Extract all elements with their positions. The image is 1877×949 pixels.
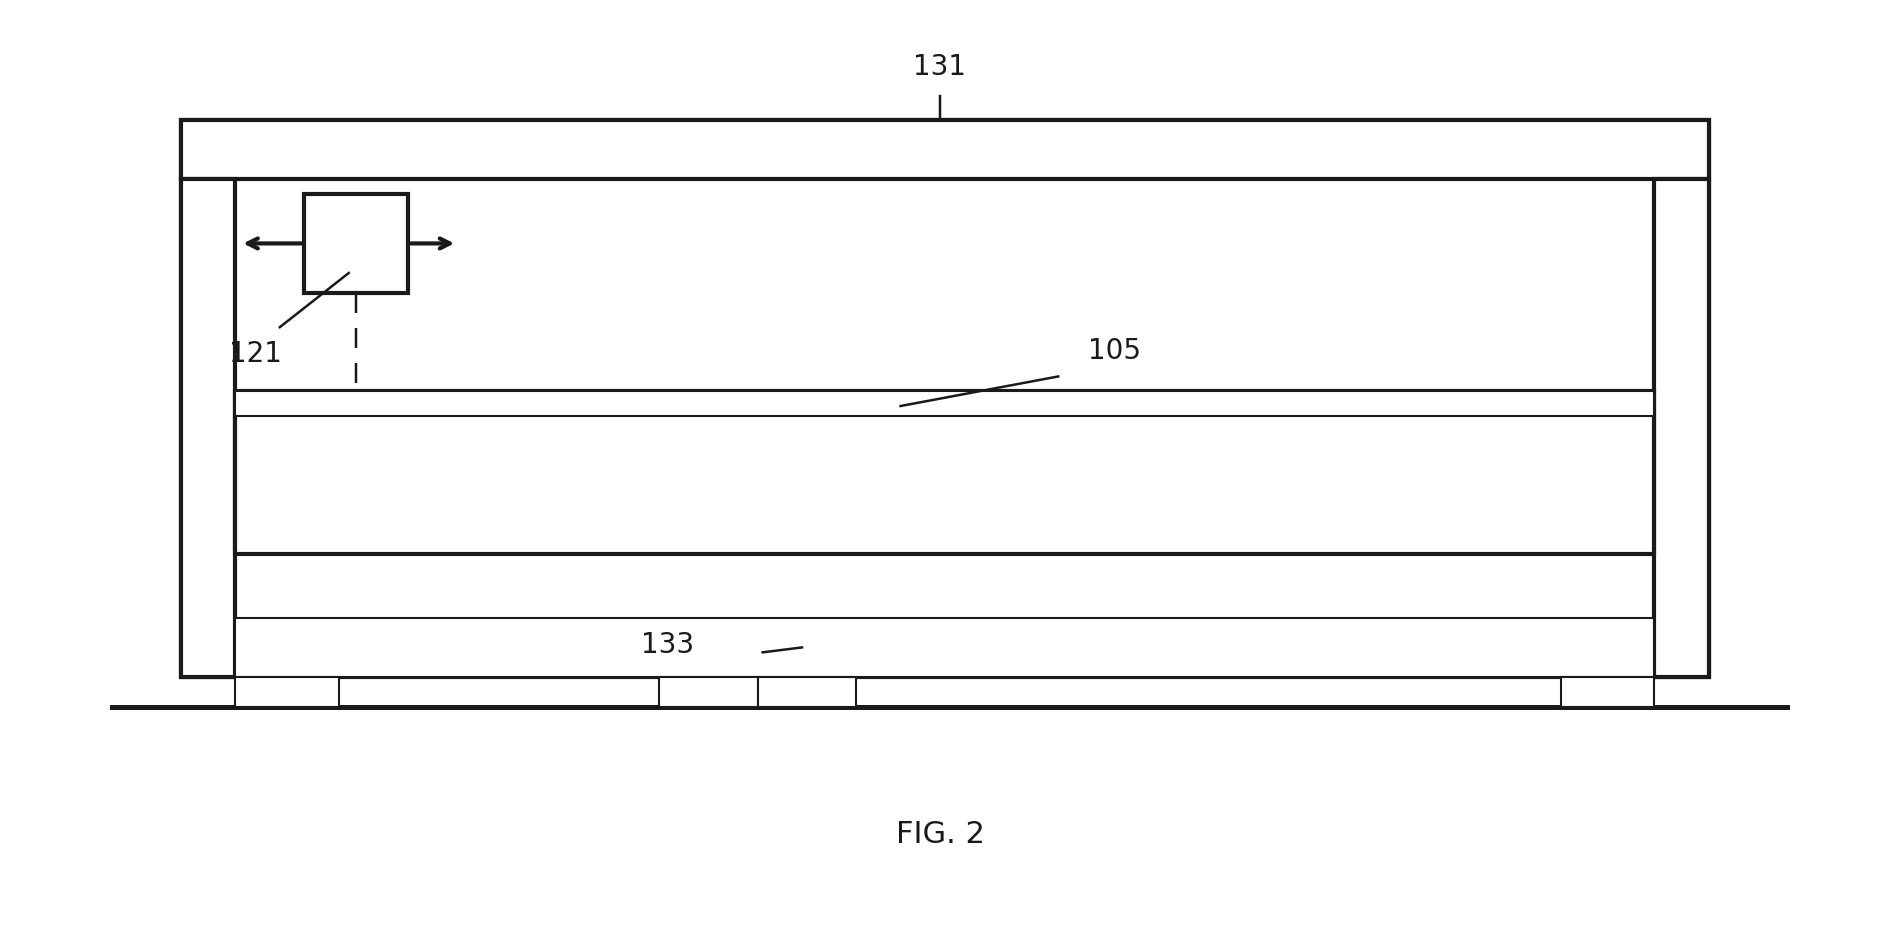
Bar bbox=[235, 391, 1654, 416]
Text: 121: 121 bbox=[229, 340, 282, 368]
Bar bbox=[235, 618, 1654, 677]
Bar bbox=[1654, 179, 1708, 677]
Bar bbox=[235, 391, 1654, 554]
Bar bbox=[304, 195, 407, 292]
Text: FIG. 2: FIG. 2 bbox=[895, 820, 984, 849]
Bar bbox=[235, 179, 1654, 627]
Bar bbox=[758, 677, 856, 707]
Text: 133: 133 bbox=[640, 631, 694, 660]
Bar bbox=[659, 677, 758, 707]
Text: 131: 131 bbox=[914, 53, 967, 81]
Bar bbox=[182, 121, 1708, 677]
Bar bbox=[182, 179, 235, 677]
Bar bbox=[182, 121, 1708, 179]
Bar bbox=[235, 677, 340, 707]
Bar bbox=[1562, 677, 1654, 707]
Text: 105: 105 bbox=[1089, 337, 1141, 364]
